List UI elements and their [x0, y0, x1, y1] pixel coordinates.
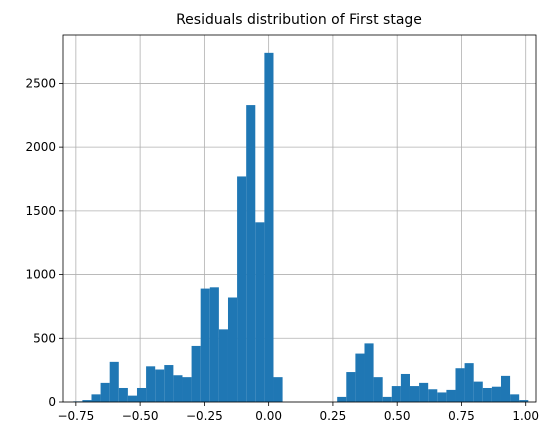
histogram-bar: [164, 365, 174, 402]
histogram-bar: [255, 222, 265, 402]
histogram-bar: [91, 394, 101, 402]
histogram-bar: [473, 381, 483, 402]
histogram-bar: [237, 176, 247, 402]
histogram-bar: [500, 375, 511, 402]
histogram-bar: [200, 288, 210, 402]
x-tick-label: 0.75: [448, 409, 475, 423]
x-tick-label: −0.75: [57, 409, 94, 423]
histogram-bar: [419, 382, 429, 402]
histogram-bar: [391, 386, 401, 402]
y-axis-ticks: 0 500 1000 1500 2000 2500: [25, 76, 63, 409]
histogram-bar: [437, 392, 447, 402]
histogram-bar: [182, 377, 192, 402]
histogram-bar: [155, 369, 165, 402]
histogram-bar: [173, 375, 183, 402]
histogram-bar: [118, 387, 128, 402]
histogram-bar: [355, 353, 365, 402]
histogram-bar: [400, 373, 410, 402]
x-tick-label: 0.25: [320, 409, 347, 423]
histogram-bar: [136, 387, 147, 402]
grid-lines: [63, 35, 536, 403]
histogram-bar: [109, 361, 119, 402]
histogram-bar: [464, 363, 474, 402]
histogram-bar: [246, 105, 256, 403]
histogram-bar: [209, 287, 219, 402]
histogram-bar: [191, 345, 201, 402]
histogram-bar: [446, 389, 456, 402]
axes-frame: [62, 34, 537, 403]
histogram-bar: [227, 297, 238, 402]
plot-frame: [62, 34, 537, 403]
x-tick-label: −0.25: [186, 409, 223, 423]
y-tick-label: 1500: [25, 204, 56, 218]
histogram-bar: [218, 329, 228, 402]
y-tick-label: 1000: [25, 268, 56, 282]
histogram-bar: [455, 368, 465, 402]
x-axis-ticks: −0.75 −0.50 −0.25 0.00 0.25 0.50 0.75 1.00: [57, 402, 539, 423]
histogram-bar: [382, 396, 392, 402]
histogram-bar: [337, 396, 347, 402]
y-tick-label: 500: [33, 331, 56, 345]
histogram-bar: [364, 343, 374, 402]
x-tick-label: −0.50: [122, 409, 159, 423]
histogram-bar: [519, 400, 529, 402]
y-tick-label: 2500: [25, 76, 56, 90]
histogram-bar: [482, 387, 492, 402]
histogram-bar: [82, 400, 92, 402]
histogram-bar: [100, 382, 110, 402]
histogram-bar: [428, 389, 438, 402]
y-tick-label: 2000: [25, 140, 56, 154]
histogram-bar: [491, 386, 501, 402]
histogram-bar: [373, 377, 383, 402]
histogram-bar: [346, 372, 356, 402]
y-tick-label: 0: [48, 395, 56, 409]
histogram-bars: [73, 52, 529, 403]
histogram-bar: [273, 377, 283, 402]
histogram-bar: [409, 386, 420, 402]
histogram-bar: [510, 394, 520, 402]
x-tick-label: 0.00: [255, 409, 282, 423]
chart-title: Residuals distribution of First stage: [176, 12, 422, 28]
x-tick-label: 1.00: [512, 409, 539, 423]
x-tick-label: 0.50: [384, 409, 411, 423]
histogram-bar: [264, 52, 274, 403]
histogram-bar: [146, 366, 156, 402]
histogram-bar: [127, 395, 137, 402]
